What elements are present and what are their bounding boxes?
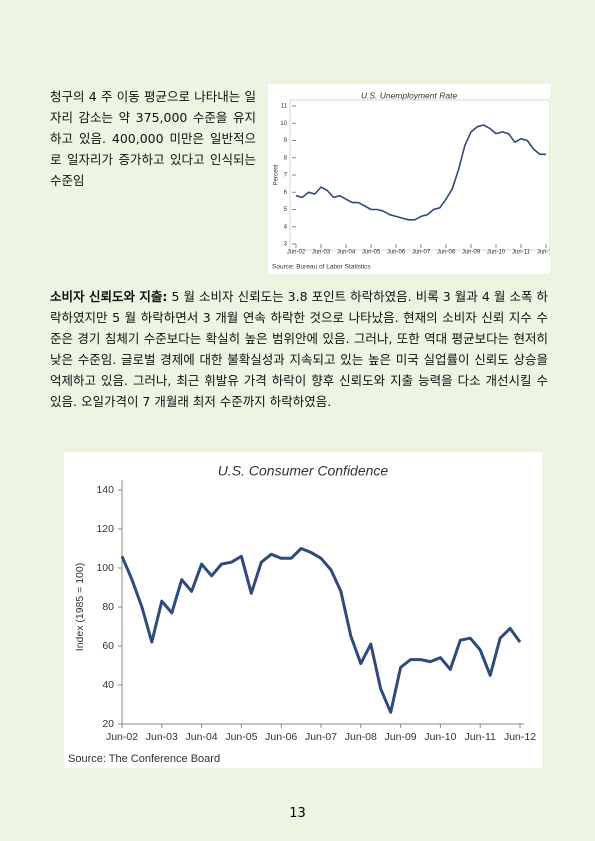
x-tick-label: Jun-03 xyxy=(146,731,178,743)
x-tick-label: Jun-12 xyxy=(537,250,550,256)
x-tick-label: Jun-06 xyxy=(265,731,297,743)
data-line xyxy=(120,547,522,714)
x-tick-label: Jun-07 xyxy=(305,731,337,743)
paragraph: 청구의 4 주 이동 평균으로 나타내는 일자리 감소는 약 375,000 수… xyxy=(50,89,256,188)
chart-title: U.S. Unemployment Rate xyxy=(361,90,458,100)
y-tick-label: 120 xyxy=(96,523,114,535)
y-tick-label: 20 xyxy=(102,718,114,730)
y-axis-label: Index (1985 = 100) xyxy=(74,563,86,651)
x-tick-label: Jun-04 xyxy=(186,731,218,743)
x-tick-label: Jun-04 xyxy=(337,250,356,256)
y-tick-label: 80 xyxy=(102,601,114,613)
x-tick-label: Jun-07 xyxy=(412,250,431,256)
y-tick-label: 4 xyxy=(284,224,288,230)
x-tick-label: Jun-02 xyxy=(287,250,306,256)
chart-source: Source: Bureau of Labor Statistics xyxy=(272,264,371,271)
x-tick-label: Jun-10 xyxy=(487,250,506,256)
y-tick-label: 7 xyxy=(284,173,288,179)
x-tick-label: Jun-12 xyxy=(504,731,536,743)
chart-source: Source: The Conference Board xyxy=(68,753,220,765)
y-tick-label: 9 xyxy=(284,138,288,144)
y-tick-label: 140 xyxy=(96,484,114,496)
y-tick-label: 6 xyxy=(284,190,288,196)
y-tick-label: 10 xyxy=(280,121,287,127)
x-tick-label: Jun-05 xyxy=(225,731,257,743)
x-tick-label: Jun-10 xyxy=(424,731,456,743)
plot-frame xyxy=(289,99,550,251)
x-tick-label: Jun-08 xyxy=(437,250,456,256)
x-tick-label: Jun-02 xyxy=(106,731,138,743)
y-tick-label: 100 xyxy=(96,562,114,574)
x-tick-label: Jun-05 xyxy=(362,250,381,256)
chart: U.S. Unemployment Rate 3 4 5 6 7 8 9 10 11 Jun-02 J… xyxy=(268,84,550,274)
y-tick-label: 3 xyxy=(284,242,288,248)
paragraph-lead: 소비자 신뢰도와 지출: xyxy=(50,289,168,304)
y-tick-label: 40 xyxy=(102,679,114,691)
chart: U.S. Consumer Confidence 20 40 60 80 100 120 14… xyxy=(64,452,542,768)
y-axis-label: Percent xyxy=(274,164,280,185)
chart-title: U.S. Consumer Confidence xyxy=(218,463,389,479)
x-tick-label: Jun-06 xyxy=(387,250,406,256)
x-tick-label: Jun-09 xyxy=(462,250,481,256)
paragraph-text: 5 월 소비자 신뢰도는 3.8 포인트 하락하였음. 비록 3 월과 4 월 … xyxy=(50,289,549,409)
y-tick-label: 8 xyxy=(284,155,288,161)
x-tick-label: Jun-03 xyxy=(312,250,331,256)
paragraph: 소비자 신뢰도와 지출: 5 월 소비자 신뢰도는 3.8 포인트 하락하였음.… xyxy=(50,286,548,412)
x-tick-label: Jun-11 xyxy=(512,250,531,256)
x-tick-label: Jun-11 xyxy=(465,731,496,743)
y-tick-label: 5 xyxy=(284,207,288,213)
page-number: 13 xyxy=(289,806,306,821)
y-tick-label: 11 xyxy=(281,104,288,110)
data-line xyxy=(295,124,546,221)
x-tick-label: Jun-09 xyxy=(385,731,417,743)
x-tick-label: Jun-08 xyxy=(345,731,377,743)
y-tick-label: 60 xyxy=(102,640,114,652)
